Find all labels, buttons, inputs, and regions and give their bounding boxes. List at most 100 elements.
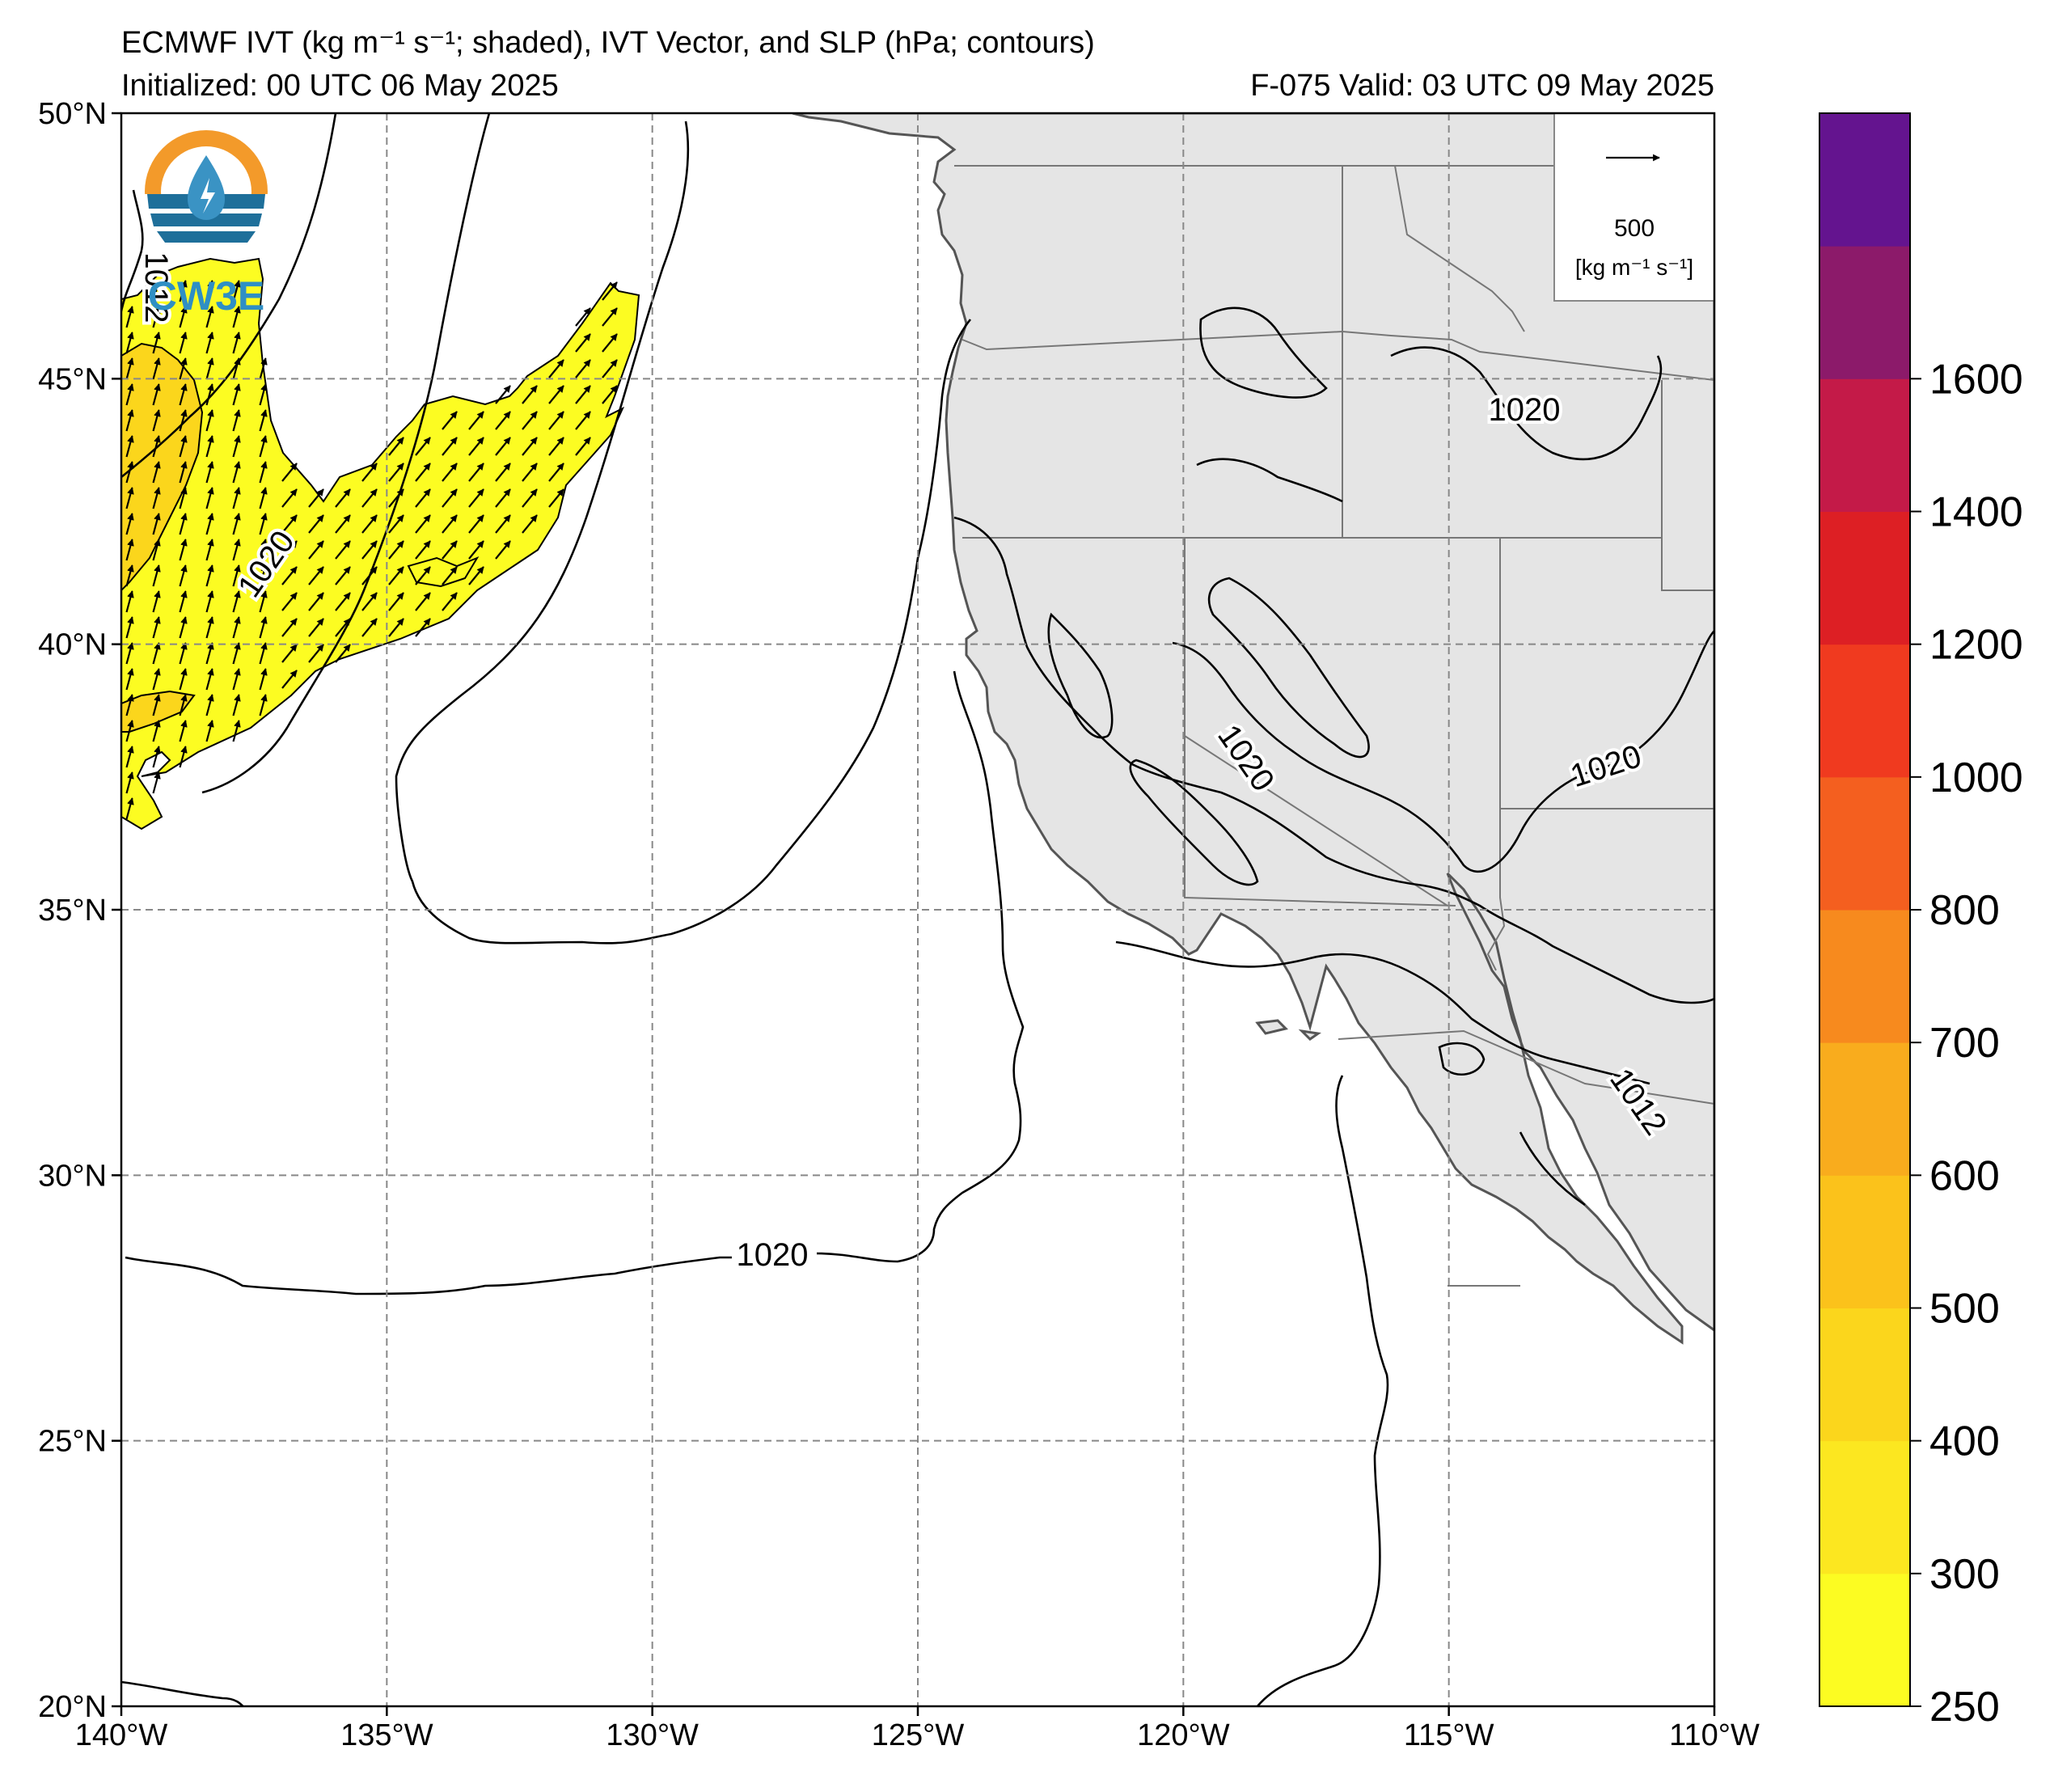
colorbar-segment [1819,1308,1910,1442]
ivt-vector [232,513,241,535]
ivt-vector [575,411,591,430]
ivt-vector [442,488,458,508]
ivt-vector [259,487,268,509]
ivt-vector [205,642,214,665]
ivt-vector [125,435,134,458]
ivt-vector [125,513,134,535]
slp-contours [121,113,1714,1706]
init-time: Initialized: 00 UTC 06 May 2025 [121,69,559,103]
ivt-vector [468,540,484,560]
ivt-vector [575,359,591,378]
ivt-vector [125,746,134,768]
ivt-vector [205,461,214,484]
ivt-vector [495,540,511,560]
ivt-vector [361,592,378,611]
ivt-vector [259,694,268,716]
colorbar-segment [1819,378,1910,512]
colorbar-segment [1819,511,1910,645]
ivt-vector [335,618,351,637]
ivt-vector [548,488,564,508]
ivt-vector [152,435,161,458]
ivt-vector [388,618,404,637]
ivt-vector [259,513,268,535]
ivt-vector [415,437,431,456]
slp-label: 1020 [737,1237,809,1273]
ivt-vector [125,332,134,354]
ivt-vector [335,644,351,663]
ivt-vector [205,564,214,587]
ivt-vector [308,644,324,663]
ivt-vector [361,514,378,534]
ivt-vector [388,437,404,456]
valid-time: F-075 Valid: 03 UTC 09 May 2025 [1250,69,1714,103]
ivt-vector [522,385,538,404]
ivt-vector [495,385,511,404]
ivt-plume-300b [121,690,196,733]
ivt-vector [179,539,188,561]
ivt-vector [125,357,134,380]
ivt-plume-250 [121,257,640,830]
ivt-vector [179,616,188,639]
ivt-vector [522,437,538,456]
ivt-vector [575,333,591,353]
ivt-vector [308,566,324,585]
ivt-vector [415,592,431,611]
ivt-vector [442,566,458,585]
lat-tick-label: 45°N [38,362,107,396]
ivt-vector [548,359,564,378]
lon-tick-label: 130°W [606,1718,699,1752]
ivt-vector [179,306,188,328]
ivt-vector [468,566,484,585]
ivt-vector [125,487,134,509]
ivt-vector [232,306,241,328]
ivt-vector [468,514,484,534]
ivt-vector [361,540,378,560]
ivt-vector [308,514,324,534]
ivt-vector [179,487,188,509]
colorbar-tick-label: 1600 [1929,356,2023,403]
lon-tick-label: 110°W [1669,1718,1760,1752]
slp-label: 1020 [1489,392,1561,428]
ivt-vector [308,540,324,560]
ivt-vector [125,564,134,587]
ivt-vector [522,463,538,482]
ivt-vector [232,539,241,561]
lat-tick-label: 30°N [38,1159,107,1193]
ivt-vector [152,616,161,639]
colorbar-segment [1819,776,1910,911]
lat-tick-label: 40°N [38,628,107,662]
ivt-vector [205,720,214,742]
ivt-vector [152,357,161,380]
ivt-vector [442,514,458,534]
colorbar-tick-label: 400 [1929,1418,2000,1465]
ivt-vector [388,566,404,585]
ivt-vector [335,592,351,611]
ivt-vector [179,590,188,613]
ivt-vector [259,642,268,665]
ivt-vector [179,642,188,665]
ivt-vector [308,592,324,611]
ivt-vector [152,513,161,535]
ivt-vector [125,306,134,328]
ivt-vector [281,463,298,482]
lon-tick-label: 120°W [1137,1718,1230,1752]
ivt-vector [125,642,134,665]
colorbar-tick-label: 1400 [1929,489,2023,536]
ivt-vector [495,411,511,430]
map-area: 1020 1020 1020 1020 1020 1012 1012 [121,113,1714,1706]
ivt-vector [179,383,188,406]
colorbar-segment [1819,644,1910,778]
ivt-vector [602,359,618,378]
ivt-vector [205,332,214,354]
ivt-vector [179,409,188,432]
slp-label: 1012 [138,251,174,323]
ivt-vector [205,668,214,691]
ivt-plume-300 [121,342,204,592]
vector-reference-unit: [kg m⁻¹ s⁻¹] [1575,255,1693,280]
ivt-vector [361,488,378,508]
ivt-vector [281,514,298,534]
ivt-vector [205,694,214,716]
ivt-vector [179,513,188,535]
ivt-vector [468,411,484,430]
lon-tick-label: 115°W [1404,1718,1494,1752]
